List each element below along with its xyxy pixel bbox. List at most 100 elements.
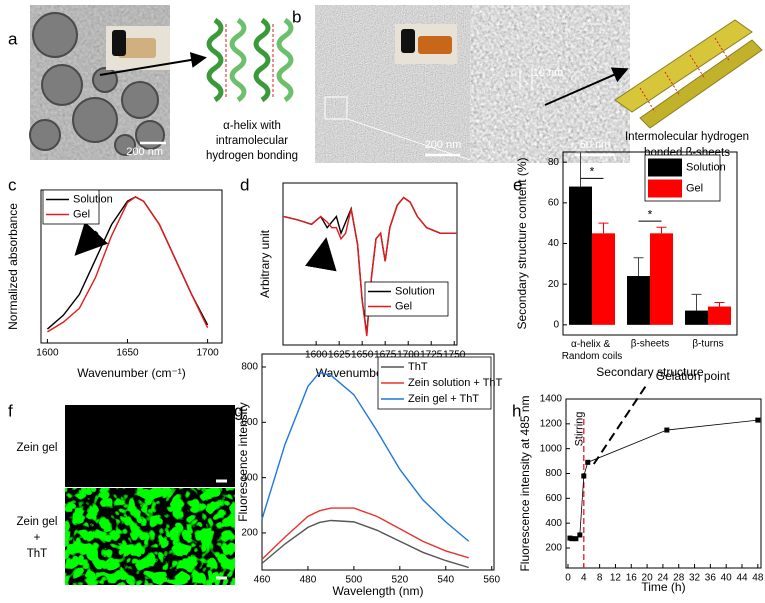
bar — [592, 233, 615, 325]
x-tick-label: 24 — [657, 573, 669, 584]
x-axis-label: Secondary structure — [596, 365, 704, 379]
point — [573, 536, 579, 542]
y-tick-label: 1000 — [540, 443, 563, 454]
caption: hydrogen bonding — [206, 150, 298, 162]
x-tick-label: 1650 — [116, 348, 139, 359]
legend-label: Gel — [395, 300, 412, 312]
x-tick-label: β-sheets — [631, 339, 670, 350]
x-tick-label: 480 — [300, 575, 317, 586]
annotation: * — [648, 207, 653, 221]
y-tick-label: 400 — [545, 518, 562, 529]
y-tick-label: 800 — [545, 468, 562, 479]
caption: Intermolecular hydrogen — [625, 131, 749, 143]
error-bar — [575, 151, 586, 187]
image-label: + — [34, 532, 41, 544]
y-tick-label: 600 — [241, 417, 258, 428]
y-tick-label: 60 — [548, 197, 560, 208]
x-tick-label: 4 — [581, 573, 587, 584]
x-tick-label: 1600 — [36, 348, 59, 359]
y-axis-label: Fluorescence intensity at 485 nm — [518, 395, 532, 571]
plot-frame — [261, 353, 495, 571]
annotation: Stirring — [574, 412, 586, 447]
legend-label: Zein gel + ThT — [408, 393, 479, 405]
legend-label: Solution — [395, 285, 435, 297]
bar — [708, 306, 731, 325]
y-axis-label: Arbitrary unit — [258, 229, 272, 298]
x-tick-label: 460 — [254, 575, 271, 586]
x-tick-label: 1600 — [305, 350, 328, 361]
x-tick-label: 32 — [689, 573, 701, 584]
plot-frame — [565, 398, 762, 569]
legend-label: Gel — [73, 208, 90, 220]
y-tick-label: 20 — [548, 279, 560, 290]
plot-frame — [282, 182, 458, 346]
series-line — [261, 371, 470, 542]
series-line — [47, 196, 209, 333]
point — [585, 459, 591, 465]
image-label: Zein gel — [17, 516, 58, 528]
panel-label: c — [8, 175, 17, 194]
x-tick-label: 1625 — [328, 350, 351, 361]
panel-label: b — [292, 7, 301, 26]
y-tick-label: 200 — [241, 528, 258, 539]
x-tick-label: 520 — [391, 575, 408, 586]
annotation-arrow — [592, 385, 647, 465]
legend-label: Solution — [686, 161, 726, 173]
x-tick-label: 1750 — [443, 350, 466, 361]
bar — [569, 186, 592, 325]
y-axis-label: Fluorescence intensity — [236, 402, 250, 521]
x-axis-label: Time (h) — [641, 580, 685, 594]
x-tick-label: 1700 — [196, 348, 219, 359]
x-tick-label: 1675 — [374, 350, 397, 361]
legend-label: Zein solution + ThT — [408, 377, 503, 389]
error-bar — [633, 257, 644, 277]
beta-sheet-drawing — [614, 19, 763, 129]
panel-label: d — [240, 175, 249, 194]
panel-label: h — [512, 401, 521, 420]
y-tick-label: 400 — [241, 472, 258, 483]
error-bar — [656, 226, 667, 234]
x-tick-label: 540 — [437, 575, 454, 586]
caption: α-helix with — [223, 120, 281, 132]
x-tick-label: 20 — [642, 573, 654, 584]
legend-swatch — [648, 158, 682, 177]
series-line — [261, 519, 469, 569]
y-tick-label: 0 — [553, 319, 559, 330]
x-tick-label: 560 — [483, 575, 500, 586]
x-tick-label: 1725 — [420, 350, 443, 361]
y-tick-label: 40 — [548, 238, 560, 249]
panel-label: g — [234, 401, 243, 420]
legend-box — [364, 281, 449, 317]
panel-label: e — [513, 175, 522, 194]
legend-swatch — [648, 179, 682, 198]
point — [581, 473, 587, 479]
x-tick-label: α-helix & Random coils — [562, 339, 623, 362]
panel-label: f — [8, 401, 13, 420]
x-tick-label: β-turns — [692, 339, 723, 350]
x-tick-label: 500 — [346, 575, 363, 586]
bar — [627, 276, 650, 325]
error-bar — [691, 293, 702, 311]
error-bar — [714, 301, 725, 307]
panel-b-image — [315, 5, 630, 163]
scale-bar-label: 200 nm — [425, 139, 462, 151]
x-tick-label: 8 — [597, 573, 603, 584]
y-axis-label: Secondary structure content (%) — [515, 157, 529, 329]
caption: intramolecular — [216, 135, 288, 147]
legend-box — [42, 189, 100, 225]
legend-label: Solution — [73, 193, 113, 205]
panel-a-image — [29, 5, 207, 160]
arrow — [305, 237, 337, 272]
x-tick-label: 40 — [721, 573, 733, 584]
y-tick-label: 80 — [548, 157, 560, 168]
panel-f-image — [65, 405, 235, 585]
y-tick-label: 1200 — [540, 418, 563, 429]
x-tick-label: 0 — [565, 573, 571, 584]
image-label: Zein gel — [17, 442, 58, 454]
bar — [650, 233, 673, 325]
error-bar — [598, 222, 609, 234]
x-tick-label: 44 — [736, 573, 748, 584]
scale-bar-label: 50 nm — [580, 139, 611, 151]
point — [755, 417, 761, 423]
